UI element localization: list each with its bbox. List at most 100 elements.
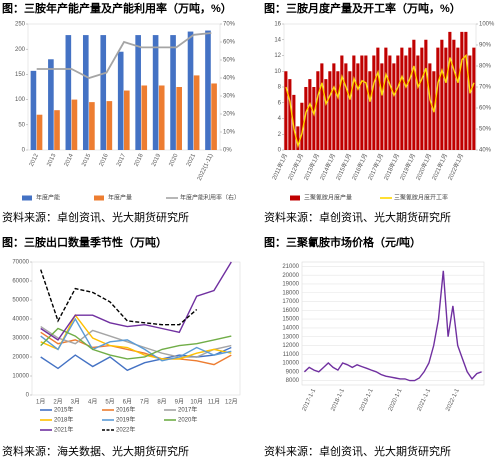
y-tick-label: 8	[278, 85, 282, 91]
legend-label: 2018年	[54, 416, 73, 424]
bar	[372, 55, 376, 150]
y-tick-label: 16000	[282, 308, 299, 314]
y-tick-label: 100	[15, 97, 26, 103]
line-series	[40, 269, 198, 326]
x-tick-label: 10月	[190, 399, 203, 406]
legend-label: 2020年	[178, 416, 197, 424]
y-tick-label: 15000	[282, 317, 299, 323]
x-tick-label: 2022年1月	[446, 152, 465, 181]
x-tick-label: 2017-1-1	[302, 387, 318, 412]
bar	[332, 63, 336, 150]
bar	[308, 79, 312, 150]
bar	[468, 55, 472, 150]
y2-tick-label: 90%	[479, 43, 492, 49]
y-tick-label: 9000	[286, 369, 300, 375]
x-tick-label: 2017	[116, 152, 127, 167]
bar	[452, 39, 456, 150]
x-tick-label: 2021年1月	[430, 152, 449, 181]
legend-swatch	[94, 195, 104, 201]
y2-tick-label: 40%	[223, 76, 236, 82]
bar	[65, 35, 72, 151]
y-tick-label: 21000	[282, 264, 299, 270]
bar	[404, 55, 408, 150]
x-tick-label: 2020年1月	[414, 152, 433, 181]
x-tick-label: 9月	[175, 399, 184, 406]
y-tick-label: 10000	[282, 361, 299, 367]
y-tick-label: 18000	[282, 290, 299, 296]
bar	[420, 47, 424, 150]
bar	[448, 31, 452, 150]
x-tick-label: 2015年1月	[334, 152, 353, 181]
bar	[348, 71, 352, 150]
bar	[416, 55, 420, 150]
legend-label: 年度产能利用率（右）	[180, 194, 240, 202]
chart-title: 图：三胺月度产量及开工率（万吨，%）	[264, 1, 461, 15]
x-tick-label: 2018年1月	[382, 152, 401, 181]
bar	[444, 47, 448, 150]
bar	[456, 47, 460, 150]
bar	[187, 31, 194, 151]
bar	[352, 55, 356, 150]
legend-swatch	[290, 195, 300, 201]
bar	[312, 87, 316, 150]
bar	[320, 63, 324, 150]
bar	[48, 59, 54, 150]
y-tick-label: 20000	[12, 355, 29, 361]
bar	[368, 71, 372, 150]
x-tick-label: 2019-1-1	[359, 387, 375, 412]
x-tick-label: 2021-1-1	[417, 387, 433, 412]
bar	[304, 87, 308, 150]
y2-tick-label: 80%	[479, 64, 492, 70]
legend-label: 年度产能	[36, 194, 60, 202]
x-tick-label: 2021	[186, 152, 197, 167]
y-tick-label: 19000	[282, 282, 299, 288]
y-tick-label: 150	[15, 72, 26, 78]
bar	[284, 71, 288, 150]
bar	[324, 79, 328, 150]
y2-tick-label: 50%	[479, 127, 492, 133]
y2-tick-label: 70%	[223, 22, 236, 28]
bar	[71, 99, 78, 150]
y-tick-label: 10000	[12, 374, 29, 380]
bar	[388, 55, 392, 150]
x-tick-label: 2013年1月	[302, 152, 321, 181]
y-tick-label: 50	[18, 122, 25, 128]
chart-title: 图：三胺年产能产量及产能利用率（万吨，%）	[2, 1, 232, 15]
y-tick-label: 40000	[12, 317, 29, 323]
x-tick-label: 2016年1月	[350, 152, 369, 181]
bar	[106, 101, 113, 150]
line-series	[40, 313, 232, 360]
x-tick-label: 7月	[140, 399, 149, 406]
x-tick-label: 8月	[157, 399, 166, 406]
bar	[340, 55, 344, 150]
chart-title: 图：三聚氰胺市场价格（元/吨）	[264, 235, 421, 249]
x-tick-label: 2012年1月	[286, 152, 305, 181]
y-tick-label: 10	[274, 69, 281, 75]
bar	[124, 90, 130, 150]
legend-label: 2017年	[178, 406, 197, 414]
x-tick-label: 2015	[81, 152, 92, 167]
y-tick-label: 30000	[12, 336, 29, 342]
line-series	[285, 53, 475, 149]
legend-label: 三聚氰胺月度产量	[304, 194, 352, 202]
line-series	[36, 32, 212, 79]
legend-label: 年度产量	[108, 194, 132, 202]
bar	[292, 94, 296, 150]
source-note: 资料来源：卓创资讯、光大期货研究所	[264, 444, 451, 457]
y-tick-label: 11000	[283, 352, 300, 358]
bar	[135, 35, 141, 151]
bar	[472, 47, 476, 150]
bar	[328, 71, 332, 150]
bar	[152, 35, 159, 151]
bar	[211, 83, 217, 150]
bar	[176, 87, 182, 150]
bar	[82, 35, 89, 151]
bar	[360, 55, 364, 150]
x-tick-label: 12月	[225, 399, 238, 406]
y2-tick-label: 60%	[479, 106, 492, 112]
y2-tick-label: 10%	[223, 130, 236, 136]
x-tick-label: 2019年1月	[398, 152, 417, 181]
bar	[464, 31, 468, 150]
bar	[436, 47, 440, 150]
y-tick-label: 250	[15, 22, 26, 28]
